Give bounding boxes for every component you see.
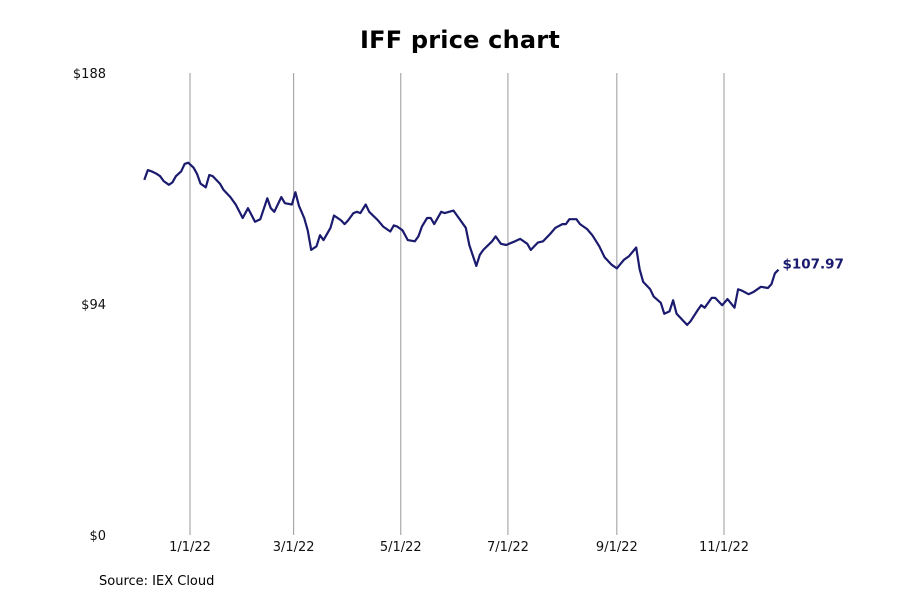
x-tick-label: 7/1/22 (487, 540, 529, 555)
x-tick-label: 3/1/22 (273, 540, 315, 555)
y-axis-ticks: $0 $94 $188 (73, 67, 106, 544)
x-tick-label: 5/1/22 (380, 540, 422, 555)
price-line (143, 161, 780, 326)
y-tick-label: $188 (73, 67, 106, 82)
y-tick-label: $0 (89, 529, 106, 544)
grid-lines (189, 73, 725, 535)
x-tick-label: 11/1/22 (699, 540, 749, 555)
x-axis-ticks: 1/1/22 3/1/22 5/1/22 7/1/22 9/1/22 11/1/22 (169, 540, 749, 555)
chart-title: IFF price chart (360, 26, 560, 54)
source-note: Source: IEX Cloud (99, 574, 215, 589)
end-price-label: $107.97 (782, 257, 844, 273)
x-tick-label: 1/1/22 (169, 540, 211, 555)
y-tick-label: $94 (81, 298, 106, 313)
x-tick-label: 9/1/22 (596, 540, 638, 555)
